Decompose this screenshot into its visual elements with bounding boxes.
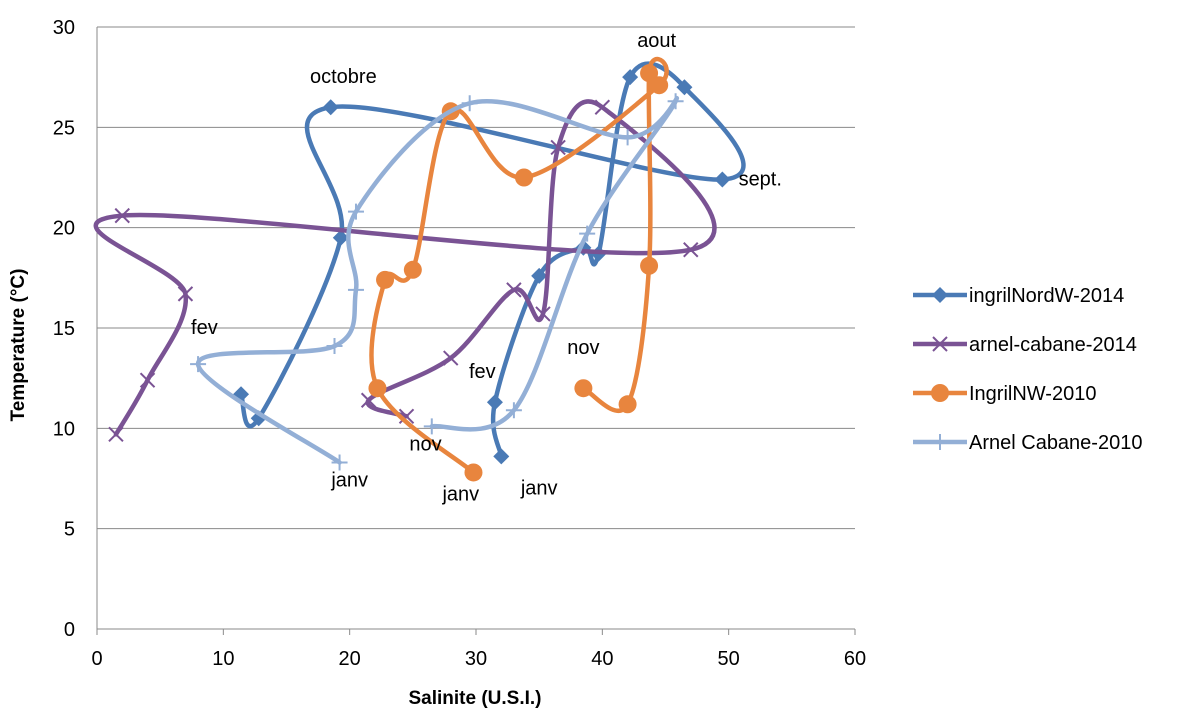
x-axis-title: Salinite (U.S.I.) [408,688,541,709]
data-point [190,356,207,373]
data-point [594,99,611,115]
legend: ingrilNordW-2014 arnel-cabane-2014 IngrilN… [913,285,1142,454]
annotation-label: octobre [310,66,377,88]
y-tick-label: 10 [53,418,75,440]
y-tick-labels: 0 5 10 15 20 25 30 [53,17,75,641]
legend-label: ingrilNordW-2014 [969,285,1124,307]
y-tick-label: 20 [53,218,75,240]
legend-marker [932,336,948,352]
annotation-label: fev [191,317,218,339]
data-point [619,129,636,146]
annotation-label: fev [469,361,496,383]
legend-marker [932,434,948,450]
data-point [347,203,364,220]
data-point [139,372,156,388]
x-tick-label: 30 [465,648,487,670]
series-3 [190,93,684,471]
series-group [93,56,746,482]
data-point [177,286,194,302]
legend-label: Arnel Cabane-2010 [969,432,1142,454]
annotation-label: janv [330,470,368,492]
series-1 [93,99,717,443]
x-tick-label: 20 [339,648,361,670]
series-2 [368,56,669,482]
x-tick-labels: 0 10 20 30 40 50 60 [91,648,866,670]
annotation-label: aout [637,30,676,52]
y-axis-title: Temperature (°C) [8,269,29,422]
data-point [531,267,548,284]
data-point [332,229,349,246]
legend-marker [932,287,948,303]
data-point [326,338,343,355]
data-point [667,93,684,110]
data-point [618,395,637,414]
data-point [535,306,551,322]
data-point [515,168,534,187]
x-tick-label: 40 [591,648,613,670]
y-tick-label: 15 [53,318,75,340]
data-point [676,79,693,96]
data-point [714,171,731,188]
legend-item: Arnel Cabane-2010 [913,432,1142,454]
data-point [368,379,387,398]
x-tick-label: 10 [212,648,234,670]
annotation-label: nov [567,337,599,359]
data-point [403,260,422,279]
data-point [322,99,339,116]
data-point [640,256,659,275]
data-point [443,350,459,366]
data-point [423,418,440,435]
data-point [650,76,669,95]
data-point [550,139,566,156]
y-tick-label: 30 [53,17,75,39]
data-point [640,64,659,83]
annotation-label: janv [441,484,479,506]
y-tick-label: 0 [64,619,75,641]
data-point [114,207,130,224]
data-point [574,379,593,398]
legend-item: ingrilNordW-2014 [913,285,1124,307]
data-point [493,448,510,465]
data-point [505,402,522,419]
y-tick-label: 25 [53,117,75,139]
x-tick-label: 60 [844,648,866,670]
annotation-label: janv [520,478,558,500]
data-point [108,426,124,443]
data-point [461,95,478,112]
data-point [579,225,596,242]
annotation-label: sept. [739,169,782,191]
x-tick-label: 0 [91,648,102,670]
series-line [195,96,680,465]
data-point [506,282,522,298]
data-point [376,270,395,289]
legend-item: IngrilNW-2010 [913,383,1096,405]
x-tick-label: 50 [718,648,740,670]
series-0 [233,61,746,465]
data-point [331,454,348,471]
y-tick-label: 5 [64,519,75,541]
legend-label: IngrilNW-2010 [969,383,1096,405]
data-point [486,394,503,411]
legend-marker [931,384,949,402]
data-point [622,69,639,86]
data-point [683,242,699,258]
annotation-label: nov [409,433,441,455]
annotations: aout octobre sept. fev fev nov nov janv janv janv [191,30,782,506]
data-point [347,281,364,298]
series-line [93,99,717,437]
data-point [464,463,483,482]
legend-label: arnel-cabane-2014 [969,334,1137,356]
legend-item: arnel-cabane-2014 [913,334,1137,356]
